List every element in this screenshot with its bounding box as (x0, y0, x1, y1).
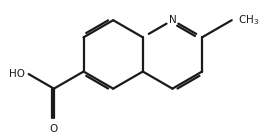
Text: N: N (169, 15, 176, 25)
Text: O: O (50, 124, 58, 134)
Text: CH$_3$: CH$_3$ (238, 13, 259, 27)
Text: HO: HO (9, 69, 25, 79)
